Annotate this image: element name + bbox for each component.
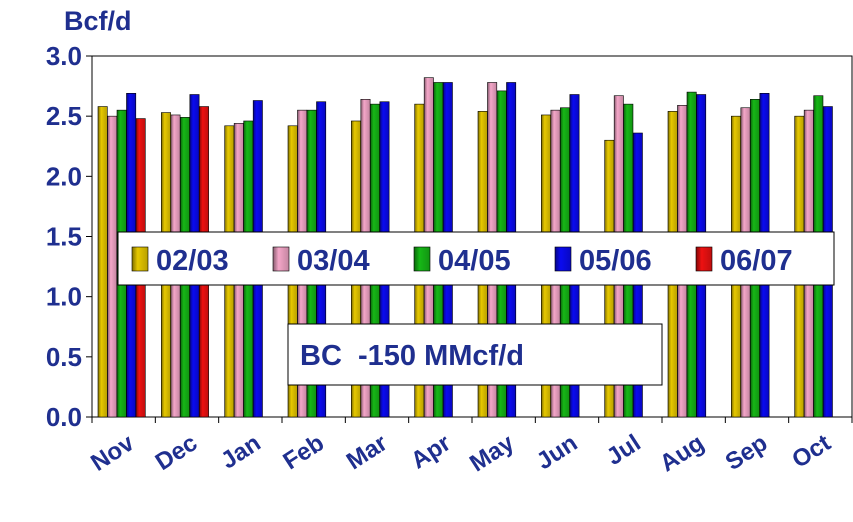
annotation-box: BC -150 MMcf/d [287, 323, 663, 386]
bar-nov-03-04 [107, 115, 118, 418]
legend-label: 03/04 [297, 245, 370, 277]
x-tick-label: Feb [278, 429, 328, 475]
x-tick-label: Mar [342, 429, 393, 475]
annotation-text: BC -150 MMcf/d [300, 340, 524, 372]
x-tick-label: Nov [86, 429, 139, 477]
legend-swatch [272, 246, 290, 272]
x-tick-label: Jul [602, 429, 646, 471]
x-tick-label: Dec [151, 429, 203, 476]
legend-swatch [131, 246, 149, 272]
legend-frame [117, 231, 835, 286]
legend-swatch [695, 246, 713, 272]
y-tick-label: 1.5 [46, 222, 82, 252]
y-tick-label: 0.0 [46, 402, 82, 432]
legend-swatch [413, 246, 431, 272]
legend-label: 05/06 [579, 245, 652, 277]
y-axis-label: Bcf/d [64, 6, 132, 36]
annotation-frame [287, 323, 663, 386]
y-tick-label: 3.0 [46, 41, 82, 71]
bar-nov-02-03 [97, 106, 108, 418]
legend-swatch [554, 246, 572, 272]
x-tick-label: Apr [406, 429, 455, 474]
legend: 02/03 03/04 04/05 05/06 06/07 [117, 231, 835, 286]
y-tick-label: 2.5 [46, 101, 82, 131]
y-tick-label: 0.5 [46, 342, 82, 372]
x-tick-label: May [465, 429, 519, 477]
legend-label: 04/05 [438, 245, 511, 277]
x-tick-label: Jun [532, 429, 582, 475]
x-tick-label: Oct [787, 429, 835, 473]
x-tick-label: Aug [655, 429, 709, 477]
legend-label: 02/03 [156, 245, 229, 277]
legend-label: 06/07 [720, 245, 793, 277]
x-tick-label: Jan [216, 429, 265, 474]
y-tick-label: 2.0 [46, 161, 82, 191]
x-tick-label: Sep [721, 429, 773, 476]
y-tick-label: 1.0 [46, 282, 82, 312]
